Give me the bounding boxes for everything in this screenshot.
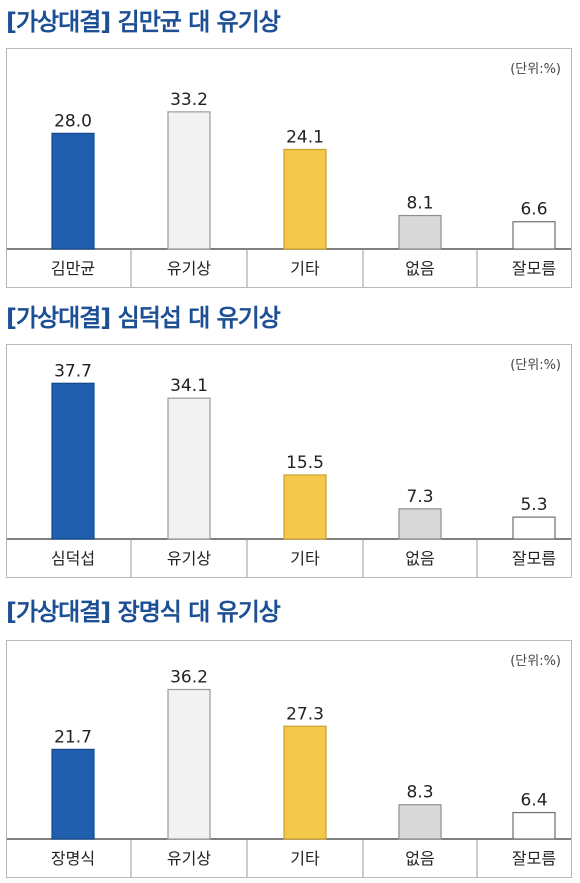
category-label: 심덕섭 [51,549,95,568]
bar-5 [512,811,556,840]
bar-5 [512,516,556,540]
category-label: 장명식 [51,849,95,868]
category-label: 김만균 [51,259,95,278]
bar-3 [283,725,327,840]
bar-2 [167,397,211,540]
value-label: 6.4 [520,791,547,811]
bar-1 [51,382,95,540]
value-label: 36.2 [170,667,208,687]
value-label: 33.2 [170,90,208,110]
bar-chart: (단위:%) 28.0 김만균 33.2 유기상 24.1 기타 8.1 없음 6.6 잘모름 [7,62,571,287]
value-label: 37.7 [54,361,92,381]
value-label: 24.1 [286,127,324,147]
value-label: 5.3 [520,495,547,515]
bar-4 [398,508,442,540]
value-label: 21.7 [54,727,92,747]
bar-2 [167,111,211,250]
category-label: 없음 [405,259,434,278]
value-label: 34.1 [170,376,208,396]
bar-chart: (단위:%) 37.7 심덕섭 34.1 유기상 15.5 기타 7.3 없음 5.3 잘모름 [7,358,571,577]
value-label: 28.0 [54,111,92,131]
value-label: 8.1 [406,194,433,214]
unit-label: (단위:%) [510,654,561,669]
bar-5 [512,221,556,250]
bar-2 [167,688,211,840]
chart-panel-3: [가상대결] 장명식 대 유기상 (단위:%) 21.7 장명식 36.2 유기상 27.… [0,594,580,883]
bar-3 [283,474,327,540]
bar-3 [283,148,327,250]
chart-title: [가상대결] 심덕섭 대 유기상 [6,304,281,332]
category-label: 유기상 [167,259,211,278]
value-label: 8.3 [406,783,433,803]
bar-1 [51,748,95,840]
chart-panel-2: [가상대결] 심덕섭 대 유기상 (단위:%) 37.7 심덕섭 34.1 유기상 15.… [0,300,580,590]
category-label: 잘모름 [512,549,556,568]
value-label: 15.5 [286,453,324,473]
chart-panel-1: [가상대결] 김만균 대 유기상 (단위:%) 28.0 김만균 33.2 유기상 24.… [0,4,580,294]
bar-4 [398,804,442,840]
value-label: 7.3 [406,487,433,507]
value-label: 6.6 [520,200,547,220]
unit-label: (단위:%) [510,358,561,373]
category-label: 유기상 [167,549,211,568]
chart-title: [가상대결] 장명식 대 유기상 [6,598,281,626]
category-label: 기타 [290,849,320,868]
category-label: 기타 [290,259,320,278]
category-label: 기타 [290,549,320,568]
chart-area: (단위:%) 21.7 장명식 36.2 유기상 27.3 기타 8.3 없음 6.4 잘모름 [6,640,572,878]
category-label: 유기상 [167,849,211,868]
unit-label: (단위:%) [510,62,561,77]
value-label: 27.3 [286,704,324,724]
bar-chart: (단위:%) 21.7 장명식 36.2 유기상 27.3 기타 8.3 없음 6.4 잘모름 [7,654,571,877]
category-label: 잘모름 [512,849,556,868]
chart-area: (단위:%) 28.0 김만균 33.2 유기상 24.1 기타 8.1 없음 6.6 잘모름 [6,48,572,288]
chart-title: [가상대결] 김만균 대 유기상 [6,8,281,36]
chart-area: (단위:%) 37.7 심덕섭 34.1 유기상 15.5 기타 7.3 없음 5.3 잘모름 [6,344,572,578]
category-label: 없음 [405,549,434,568]
category-label: 없음 [405,849,434,868]
bar-1 [51,132,95,250]
bar-4 [398,214,442,250]
category-label: 잘모름 [512,259,556,278]
